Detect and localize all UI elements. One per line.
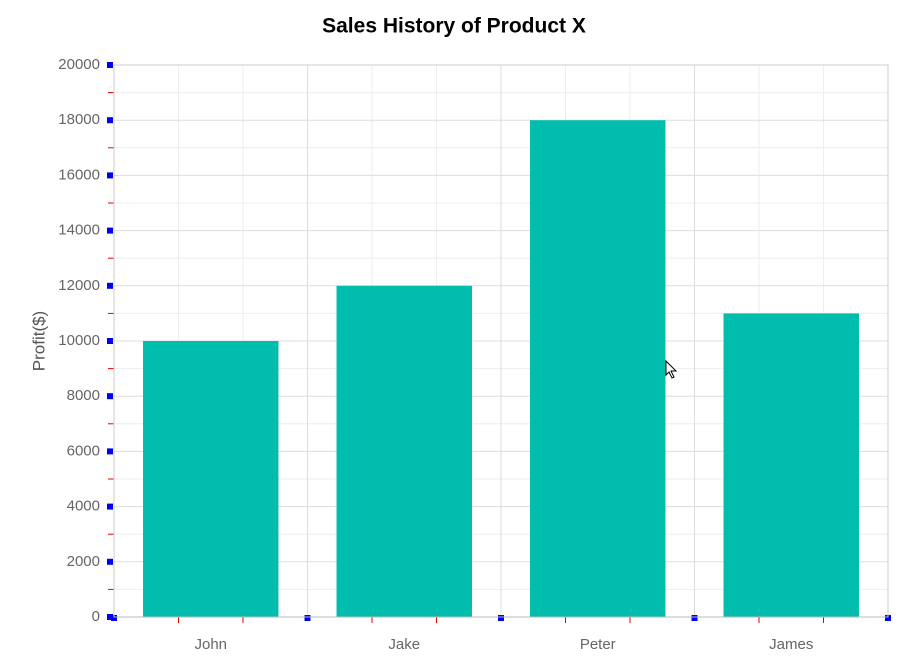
y-tick-label: 12000 bbox=[58, 277, 100, 294]
y-tick-label: 2000 bbox=[67, 553, 100, 570]
y-tick-label: 14000 bbox=[58, 222, 100, 239]
x-tick-mark bbox=[885, 615, 891, 621]
y-tick-mark bbox=[107, 62, 113, 68]
y-tick-label: 18000 bbox=[58, 111, 100, 128]
x-tick-label: Jake bbox=[388, 636, 420, 653]
mouse-cursor bbox=[665, 359, 678, 379]
bar bbox=[723, 313, 859, 617]
bar bbox=[143, 341, 279, 617]
y-tick-mark bbox=[107, 172, 113, 179]
y-tick-mark bbox=[107, 558, 113, 565]
bar bbox=[336, 285, 472, 617]
x-tick-mark bbox=[498, 615, 504, 621]
bar bbox=[530, 120, 666, 617]
y-tick-label: 6000 bbox=[67, 442, 100, 459]
x-tick-label: Peter bbox=[580, 636, 616, 653]
y-tick-label: 16000 bbox=[58, 166, 100, 183]
y-tick-label: 4000 bbox=[67, 498, 100, 515]
y-tick-mark bbox=[107, 227, 113, 234]
y-tick-mark bbox=[107, 338, 113, 344]
chart-title: Sales History of Product X bbox=[322, 15, 586, 38]
y-tick-mark bbox=[107, 448, 113, 455]
x-tick-label: John bbox=[194, 636, 227, 653]
y-tick-mark bbox=[107, 282, 113, 289]
x-tick-label: James bbox=[769, 636, 813, 653]
y-tick-label: 8000 bbox=[67, 387, 100, 404]
x-tick-mark bbox=[304, 615, 311, 621]
x-tick-mark bbox=[691, 615, 698, 621]
y-axis-label: Profit($) bbox=[29, 311, 48, 371]
y-tick-label: 20000 bbox=[58, 56, 100, 73]
y-tick-mark bbox=[107, 614, 113, 620]
x-tick-mark bbox=[111, 615, 117, 621]
y-tick-label: 0 bbox=[92, 608, 100, 625]
y-tick-mark bbox=[107, 503, 113, 510]
y-tick-label: 10000 bbox=[58, 332, 100, 349]
y-tick-mark bbox=[107, 117, 113, 124]
y-tick-mark bbox=[107, 393, 113, 400]
